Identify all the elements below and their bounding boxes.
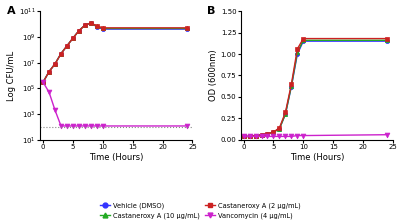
- Text: B: B: [207, 6, 215, 16]
- Y-axis label: Log CFU/mL: Log CFU/mL: [8, 50, 16, 101]
- Legend: Vehicle (DMSO), Castaneroxy A (10 μg/mL), Castaneroxy A (2 μg/mL), Vancomycin (4: Vehicle (DMSO), Castaneroxy A (10 μg/mL)…: [100, 202, 301, 219]
- Text: A: A: [6, 6, 15, 16]
- Y-axis label: OD (600nm): OD (600nm): [209, 50, 218, 101]
- X-axis label: Time (Hours): Time (Hours): [290, 153, 344, 162]
- X-axis label: Time (Hours): Time (Hours): [89, 153, 144, 162]
